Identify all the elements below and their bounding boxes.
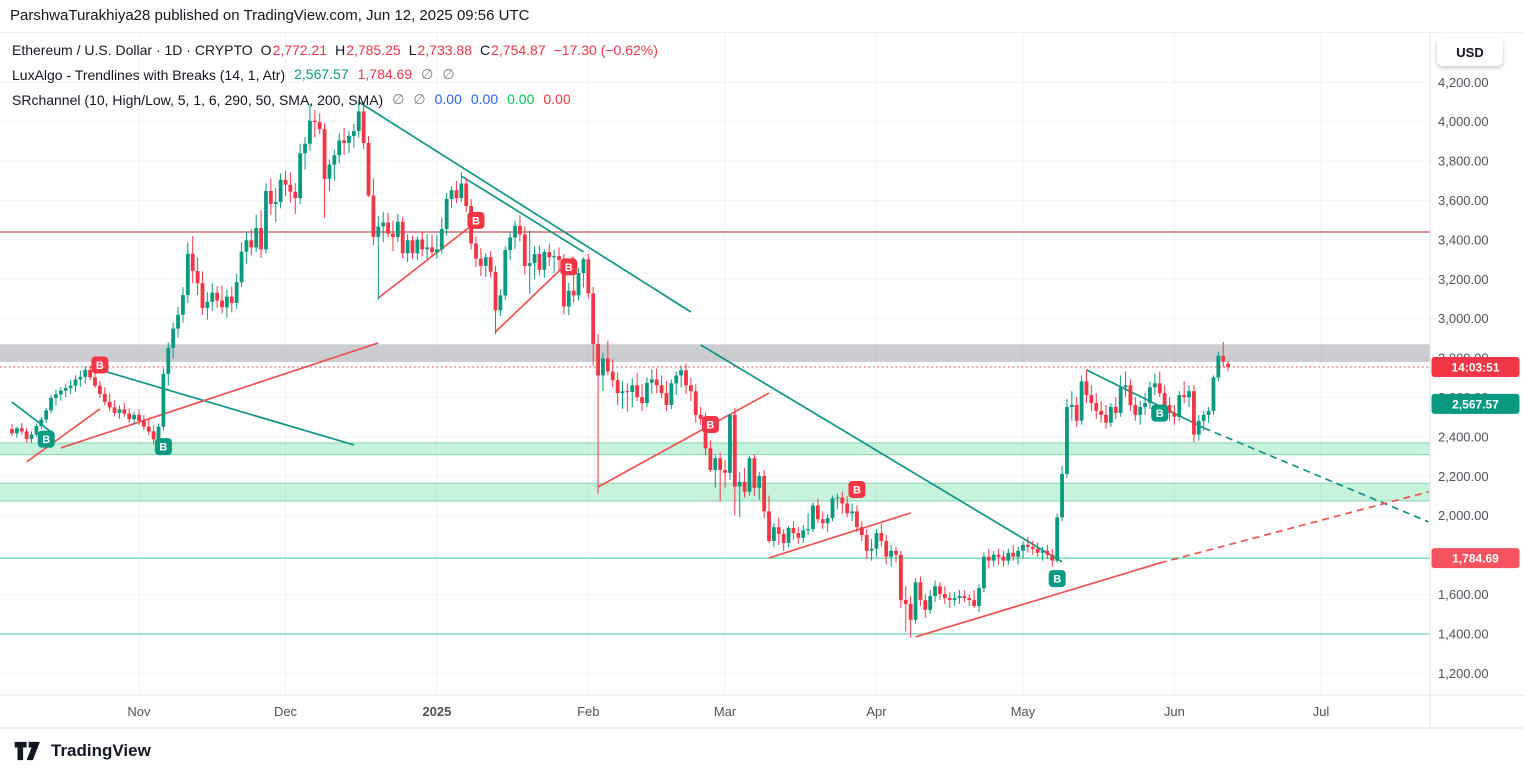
price-tick: 3,000.00: [1438, 311, 1489, 326]
price-tick: 2,000.00: [1438, 508, 1489, 523]
trendline: [11, 401, 52, 433]
break-markers: B B B B B B B B B: [37, 211, 1169, 588]
svg-text:B: B: [565, 262, 573, 274]
indicator-values: 2,567.57 1,784.69 ∅ ∅: [294, 66, 455, 82]
time-tick: Dec: [274, 704, 298, 719]
price-tick: 1,200.00: [1438, 666, 1489, 681]
trendline: [597, 392, 770, 488]
price-axis-badge: 14:03:51: [1431, 356, 1520, 377]
ohlc-values: O2,772.21 H2,785.25 L2,733.88 C2,754.87: [260, 41, 546, 58]
green-zone: [0, 442, 1430, 455]
footer-brand[interactable]: TradingView: [51, 741, 151, 760]
price-tick: 4,000.00: [1438, 114, 1489, 129]
break-marker-b: B: [154, 438, 172, 456]
break-marker-b: B: [91, 356, 109, 374]
publish-header: ParshwaTurakhiya28 published on TradingV…: [0, 0, 1524, 32]
publish-line: ParshwaTurakhiya28 published on TradingV…: [10, 7, 530, 24]
price-tick: 4,200.00: [1438, 75, 1489, 90]
price-tick: 1,400.00: [1438, 626, 1489, 641]
green-zone: [0, 483, 1430, 501]
indicator-legend-srchannel[interactable]: SRchannel (10, High/Low, 5, 1, 6, 290, 5…: [12, 87, 658, 112]
break-marker-b: B: [37, 430, 55, 448]
break-marker-b: B: [467, 211, 485, 229]
price-tick: 1,600.00: [1438, 587, 1489, 602]
trendline: [26, 408, 101, 463]
svg-text:2,567.57: 2,567.57: [1452, 397, 1499, 411]
plot-area[interactable]: B B B B B B B B B: [0, 100, 1430, 638]
price-axis-badges: 14:03:51 2,567.57 1,784.69: [1431, 356, 1520, 569]
trendline: [377, 225, 472, 299]
trendline: [60, 342, 379, 449]
break-marker-b: B: [701, 415, 719, 433]
break-marker-b: B: [1151, 404, 1169, 422]
svg-text:1,784.69: 1,784.69: [1452, 552, 1499, 566]
change-value: −17.30 (−0.62%): [553, 41, 658, 58]
break-marker-b: B: [848, 480, 866, 498]
svg-text:14:03:51: 14:03:51: [1451, 360, 1499, 374]
symbol-title: Ethereum / U.S. Dollar · 1D · CRYPTO: [12, 41, 253, 58]
svg-text:B: B: [1156, 408, 1164, 420]
time-tick: 2025: [422, 704, 451, 719]
time-tick: Jul: [1313, 704, 1330, 719]
price-axis[interactable]: 4,200.00 4,000.00 3,800.00 3,600.00 3,400.00…: [1438, 75, 1489, 681]
svg-text:B: B: [159, 442, 167, 454]
price-axis-badge: 1,784.69: [1431, 548, 1520, 569]
time-axis[interactable]: Nov Dec 2025 Feb Mar Apr May Jun Jul: [127, 704, 1329, 719]
break-marker-b: B: [560, 258, 578, 276]
price-tick: 3,800.00: [1438, 154, 1489, 169]
indicator-values: ∅ ∅ 0.00 0.00 0.00 0.00: [392, 91, 571, 107]
time-tick: Nov: [127, 704, 151, 719]
svg-text:B: B: [1053, 574, 1061, 586]
chart-legend: Ethereum / U.S. Dollar · 1D · CRYPTO O2,…: [12, 37, 658, 112]
svg-text:B: B: [706, 419, 714, 431]
price-tick: 2,400.00: [1438, 429, 1489, 444]
price-tick: 2,200.00: [1438, 469, 1489, 484]
grid: [0, 32, 1430, 695]
price-axis-badge: 2,567.57: [1431, 393, 1520, 414]
indicator-name: LuxAlgo - Trendlines with Breaks (14, 1,…: [12, 66, 286, 83]
time-tick: Feb: [577, 704, 599, 719]
trendline: [1203, 427, 1429, 523]
svg-text:B: B: [96, 360, 104, 372]
break-marker-b: B: [1048, 570, 1066, 588]
indicator-legend-luxalgo[interactable]: LuxAlgo - Trendlines with Breaks (14, 1,…: [12, 62, 658, 87]
trendline: [1159, 491, 1429, 564]
tradingview-logo[interactable]: [14, 740, 42, 762]
svg-text:B: B: [853, 484, 861, 496]
trendline: [915, 562, 1160, 638]
chart-borders: [0, 31, 1524, 729]
price-tick: 3,400.00: [1438, 232, 1489, 247]
time-tick: Jun: [1164, 704, 1185, 719]
trendline: [700, 344, 1063, 563]
trendline: [358, 101, 692, 313]
trendline: [89, 366, 355, 446]
svg-text:B: B: [472, 215, 480, 227]
time-tick: May: [1011, 704, 1036, 719]
trendlines: [11, 101, 1429, 638]
time-tick: Mar: [714, 704, 737, 719]
symbol-legend-row[interactable]: Ethereum / U.S. Dollar · 1D · CRYPTO O2,…: [12, 37, 658, 62]
candles-series: [10, 100, 1231, 638]
trendline: [460, 175, 584, 253]
trendline: [768, 512, 911, 559]
price-tick: 3,200.00: [1438, 272, 1489, 287]
footer: TradingView: [14, 736, 151, 766]
price-tick: 3,600.00: [1438, 193, 1489, 208]
currency-unit-button[interactable]: USD: [1437, 38, 1503, 66]
indicator-name: SRchannel (10, High/Low, 5, 1, 6, 290, 5…: [12, 91, 384, 108]
time-tick: Apr: [866, 704, 887, 719]
svg-text:B: B: [42, 434, 50, 446]
horizontal-levels: [0, 231, 1430, 635]
